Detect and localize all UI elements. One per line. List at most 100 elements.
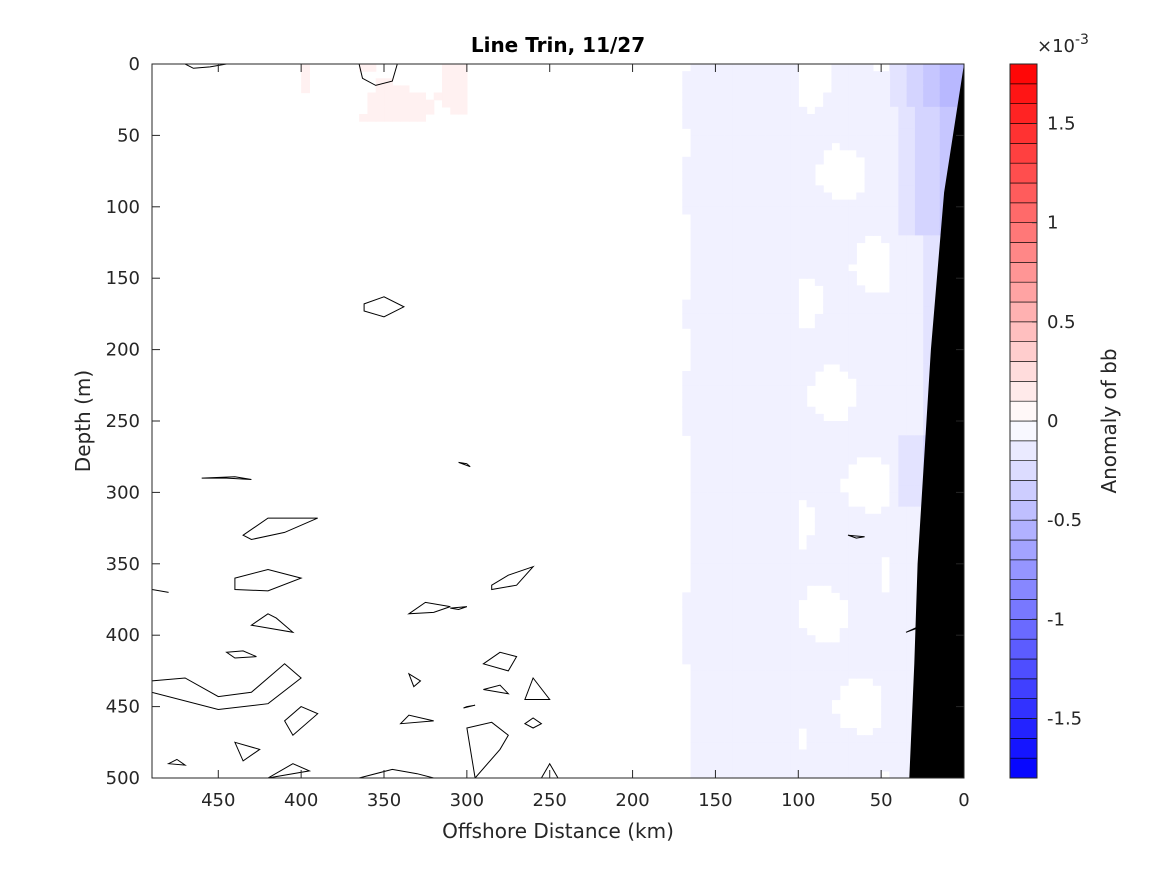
field-cell — [740, 99, 750, 108]
field-cell — [723, 599, 733, 608]
field-cell — [839, 278, 849, 286]
field-cell — [715, 171, 725, 179]
field-cell — [773, 163, 783, 172]
field-cell — [756, 578, 766, 586]
field-cell — [748, 563, 758, 572]
field-cell — [856, 592, 866, 601]
field-cell — [698, 356, 708, 365]
field-cell — [823, 528, 833, 536]
field-cell — [831, 528, 841, 536]
field-cell — [690, 185, 700, 194]
field-cell — [732, 713, 741, 722]
field-cell — [922, 256, 932, 265]
field-cell — [839, 520, 849, 529]
field-cell — [690, 142, 700, 151]
field-cell — [922, 64, 932, 72]
field-cell — [740, 178, 750, 186]
field-cell — [698, 478, 708, 486]
field-cell — [781, 470, 791, 479]
field-cell — [831, 113, 841, 122]
field-cell — [914, 156, 924, 165]
field-cell — [765, 713, 775, 722]
field-cell — [748, 685, 758, 693]
field-cell — [856, 513, 866, 522]
field-cell — [906, 699, 915, 708]
field-cell — [723, 213, 733, 222]
field-cell — [864, 192, 874, 201]
field-cell — [748, 570, 758, 579]
field-cell — [889, 670, 899, 679]
field-cell — [773, 171, 783, 179]
field-cell — [707, 192, 717, 201]
field-cell — [790, 64, 799, 72]
field-cell — [906, 613, 915, 622]
field-cell — [756, 256, 766, 265]
field-cell — [723, 149, 733, 158]
field-cell — [848, 528, 857, 536]
field-cell — [881, 363, 891, 372]
field-cell — [806, 492, 816, 501]
field-cell — [914, 499, 924, 508]
field-cell — [814, 185, 824, 194]
field-cell — [790, 428, 799, 436]
field-cell — [806, 542, 816, 551]
field-cell — [889, 706, 899, 715]
field-cell — [798, 449, 808, 458]
field-cell — [740, 506, 750, 515]
field-cell — [881, 506, 891, 515]
field-cell — [732, 756, 741, 765]
field-cell — [715, 720, 725, 729]
field-cell — [947, 99, 957, 108]
field-cell — [773, 770, 783, 778]
field-cell — [906, 563, 915, 572]
field-cell — [848, 213, 857, 222]
field-cell — [814, 749, 824, 758]
colorbar-multiplier: ×10-3 — [1037, 32, 1089, 57]
field-cell — [450, 106, 460, 115]
field-cell — [698, 242, 708, 251]
field-cell — [715, 556, 725, 565]
field-cell — [392, 99, 402, 108]
field-cell — [839, 570, 849, 579]
field-cell — [930, 99, 940, 108]
field-cell — [798, 670, 808, 679]
field-cell — [682, 656, 692, 665]
field-cell — [707, 456, 717, 465]
field-cell — [906, 64, 915, 72]
field-cell — [723, 549, 733, 558]
field-cell — [798, 556, 808, 565]
field-cell — [748, 470, 758, 479]
field-cell — [823, 670, 833, 679]
field-cell — [707, 499, 717, 508]
field-cell — [914, 328, 924, 336]
field-cell — [947, 78, 957, 87]
field-cell — [748, 435, 758, 444]
field-cell — [839, 449, 849, 458]
field-cell — [765, 549, 775, 558]
field-cell — [897, 692, 907, 701]
zero-contour-line — [524, 676, 551, 700]
field-cell — [690, 592, 700, 601]
field-cell — [773, 192, 783, 201]
field-cell — [756, 535, 766, 543]
field-cell — [781, 485, 791, 493]
field-cell — [756, 321, 766, 329]
field-cell — [732, 392, 741, 401]
field-cell — [773, 221, 783, 229]
field-cell — [732, 456, 741, 465]
field-cell — [781, 635, 791, 643]
field-cell — [798, 156, 808, 165]
field-cell — [715, 299, 725, 308]
field-cell — [790, 135, 799, 144]
field-cell — [740, 492, 750, 501]
field-cell — [748, 478, 758, 486]
zero-contour-line — [458, 461, 471, 468]
field-cell — [856, 135, 866, 144]
field-cell — [765, 499, 775, 508]
field-cell — [748, 713, 758, 722]
field-cell — [732, 178, 741, 186]
field-cell — [740, 578, 750, 586]
field-cell — [906, 449, 915, 458]
field-cell — [889, 178, 899, 186]
field-cell — [690, 263, 700, 272]
